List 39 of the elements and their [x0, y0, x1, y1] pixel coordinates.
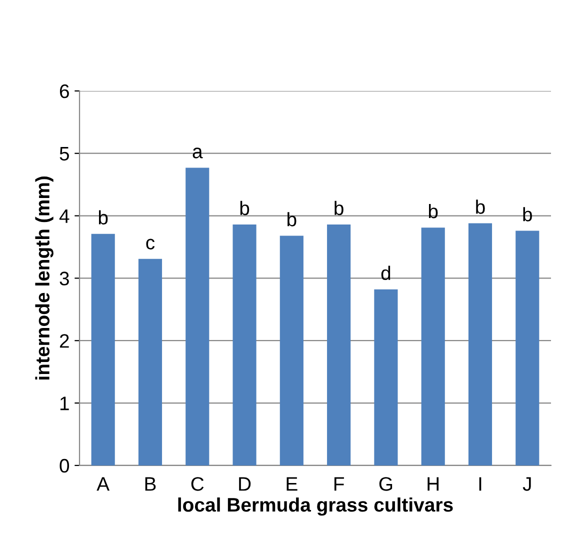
annotation: b — [288, 212, 296, 226]
x-tick-label: B — [145, 477, 156, 491]
x-tick-label: F — [334, 477, 344, 491]
bar — [468, 223, 492, 466]
annotation: b — [98, 210, 108, 224]
bar — [327, 224, 351, 466]
annotation: b — [476, 200, 485, 214]
bar — [138, 258, 162, 466]
y-axis-title: internode length (mm) — [35, 176, 54, 380]
bar — [516, 230, 540, 466]
y-tick-label: 5 — [60, 147, 69, 161]
x-axis-title: local Bermuda grass cultivars — [178, 497, 453, 516]
y-tick-label: 0 — [60, 458, 70, 473]
x-tick-label: H — [428, 477, 439, 491]
x-tick-label: A — [96, 477, 110, 491]
y-tick-label: 3 — [60, 272, 69, 286]
bar — [91, 234, 115, 466]
bar — [374, 289, 398, 466]
x-tick-label: I — [479, 477, 482, 491]
x-tick-label: E — [286, 477, 298, 491]
y-tick-label: 4 — [59, 209, 70, 223]
x-tick-label: G — [379, 477, 392, 491]
annotation: b — [334, 200, 344, 216]
x-tick-label: C — [191, 477, 204, 491]
x-tick-label: D — [239, 477, 251, 491]
bar — [280, 236, 304, 466]
y-tick-label: 1 — [60, 396, 69, 410]
annotation: c — [146, 238, 155, 250]
bar — [421, 228, 445, 466]
y-tick-label: 2 — [60, 334, 69, 348]
y-tick-label: 6 — [60, 84, 69, 98]
annotation: b — [428, 204, 438, 218]
x-tick-label: J — [522, 477, 531, 491]
bar — [186, 168, 210, 466]
annotation: b — [240, 200, 250, 216]
annotation: a — [192, 148, 203, 158]
bar — [232, 224, 256, 466]
annotation: d — [381, 266, 390, 280]
annotation: b — [523, 207, 532, 222]
